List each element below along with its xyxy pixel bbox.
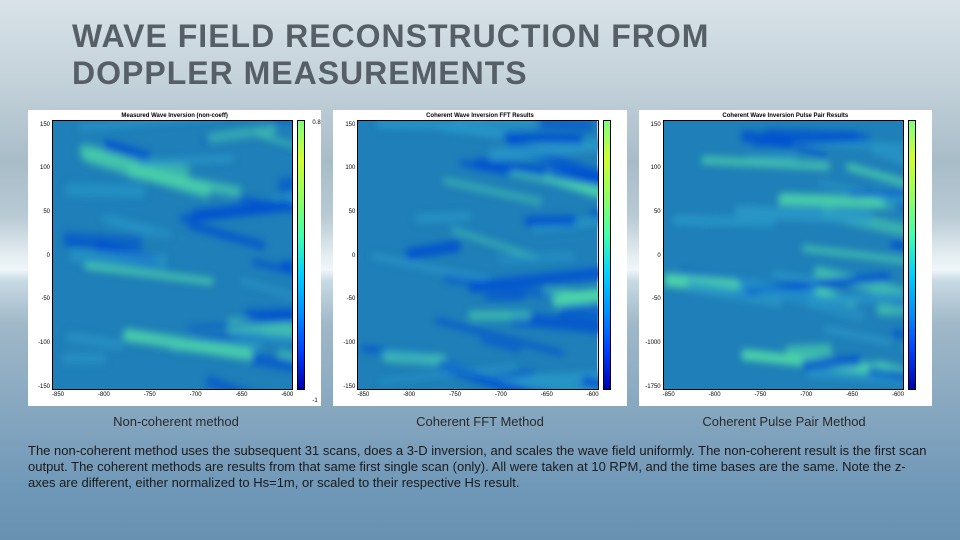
colorbar-wrap: [293, 120, 311, 404]
x-tick: -700: [495, 392, 507, 404]
x-tick: -650: [541, 392, 553, 404]
colorbar-ticks: [617, 120, 625, 404]
x-axis: -850 -800 -750 -700 -650 -600: [52, 390, 293, 404]
x-tick: -750: [144, 392, 156, 404]
y-tick: 150: [345, 122, 355, 128]
y-tick: 0: [352, 253, 355, 259]
y-tick: 100: [345, 165, 355, 171]
y-tick: 150: [40, 122, 50, 128]
cbar-tick: -1: [312, 398, 319, 404]
plot-column: -850 -800 -750 -700 -650 -600: [663, 120, 904, 404]
x-axis: -850 -800 -750 -700 -650 -600: [663, 390, 904, 404]
captions-row: Non-coherent method Coherent FFT Method Co…: [28, 414, 932, 429]
y-tick: 0: [657, 253, 660, 259]
heatmap-plot: [663, 120, 904, 390]
y-tick: -100: [343, 340, 355, 346]
heatmap-plot: [357, 120, 598, 390]
x-tick: -800: [98, 392, 110, 404]
x-tick: -800: [403, 392, 415, 404]
y-tick: -50: [347, 296, 356, 302]
chart-body: 150 100 50 0 -50 -100 -150 -850 -800 -750 -700 -65…: [28, 120, 321, 406]
chart-body: 150 100 50 0 -50 -100 -150 -850 -800 -750 -700 -65…: [333, 120, 626, 406]
y-tick: 100: [651, 165, 661, 171]
chart-caption-0: Non-coherent method: [28, 414, 324, 429]
colorbar: [603, 120, 611, 390]
y-axis: 150 100 50 0 -50 -100 -150: [30, 120, 52, 404]
x-tick: -750: [449, 392, 461, 404]
heatmap-plot: [52, 120, 293, 390]
x-tick: -750: [754, 392, 766, 404]
title-line-1: WAVE FIELD RECONSTRUCTION FROM: [72, 18, 709, 54]
chart-caption-2: Coherent Pulse Pair Method: [636, 414, 932, 429]
colorbar: [908, 120, 916, 390]
y-tick: 100: [40, 165, 50, 171]
x-tick: -650: [235, 392, 247, 404]
y-tick: -1750: [645, 384, 660, 390]
chart-panel-0: Measured Wave Inversion (non-coeff) 1501…: [28, 110, 321, 406]
colorbar-wrap: [904, 120, 922, 404]
plot-column: -850 -800 -750 -700 -650 -600: [52, 120, 293, 404]
y-tick: 50: [43, 209, 50, 215]
x-tick: -600: [892, 392, 904, 404]
x-tick: -650: [846, 392, 858, 404]
y-tick: 150: [651, 122, 661, 128]
chart-title: Coherent Wave Inversion Pulse Pair Resul…: [639, 110, 932, 120]
x-tick: -600: [281, 392, 293, 404]
y-tick: -50: [652, 296, 661, 302]
plot-column: -850 -800 -750 -700 -650 -600: [357, 120, 598, 404]
y-axis: 150 100 50 0 -50 -1000 -1750: [641, 120, 663, 404]
y-tick: -150: [343, 384, 355, 390]
colorbar: [297, 120, 305, 390]
cbar-tick: 0.8: [312, 120, 319, 126]
chart-panel-2: Coherent Wave Inversion Pulse Pair Resul…: [639, 110, 932, 406]
chart-body: 150100500-50-1000-1750 -850-800-750-700-…: [639, 120, 932, 406]
y-tick: 50: [349, 209, 356, 215]
y-axis: 150 100 50 0 -50 -100 -150: [335, 120, 357, 404]
chart-caption-1: Coherent FFT Method: [332, 414, 628, 429]
title-line-2: DOPPLER MEASUREMENTS: [72, 55, 528, 91]
y-tick: 0: [47, 253, 50, 259]
colorbar-ticks: 0.8 -1: [311, 120, 319, 404]
x-tick: -700: [800, 392, 812, 404]
x-tick: -850: [52, 392, 64, 404]
x-tick: -850: [357, 392, 369, 404]
y-tick: -50: [41, 296, 50, 302]
colorbar-wrap: [599, 120, 617, 404]
colorbar-ticks: [922, 120, 930, 404]
slide: WAVE FIELD RECONSTRUCTION FROM DOPPLER M…: [0, 0, 960, 540]
x-tick: -600: [587, 392, 599, 404]
chart-title: Measured Wave Inversion (non-coeff): [28, 110, 321, 120]
y-tick: -150: [38, 384, 50, 390]
x-axis: -850 -800 -750 -700 -650 -600: [357, 390, 598, 404]
body-paragraph: The non-coherent method uses the subsequ…: [28, 443, 932, 492]
y-tick: -100: [38, 340, 50, 346]
x-tick: -700: [190, 392, 202, 404]
y-tick: -1000: [645, 340, 660, 346]
page-title: WAVE FIELD RECONSTRUCTION FROM DOPPLER M…: [72, 18, 932, 92]
x-tick: -850: [663, 392, 675, 404]
charts-row: Measured Wave Inversion (non-coeff) 1501…: [28, 110, 932, 406]
chart-panel-1: Coherent Wave Inversion FFT Results 1501…: [333, 110, 626, 406]
chart-title: Coherent Wave Inversion FFT Results: [333, 110, 626, 120]
y-tick: 50: [654, 209, 661, 215]
x-tick: -800: [709, 392, 721, 404]
